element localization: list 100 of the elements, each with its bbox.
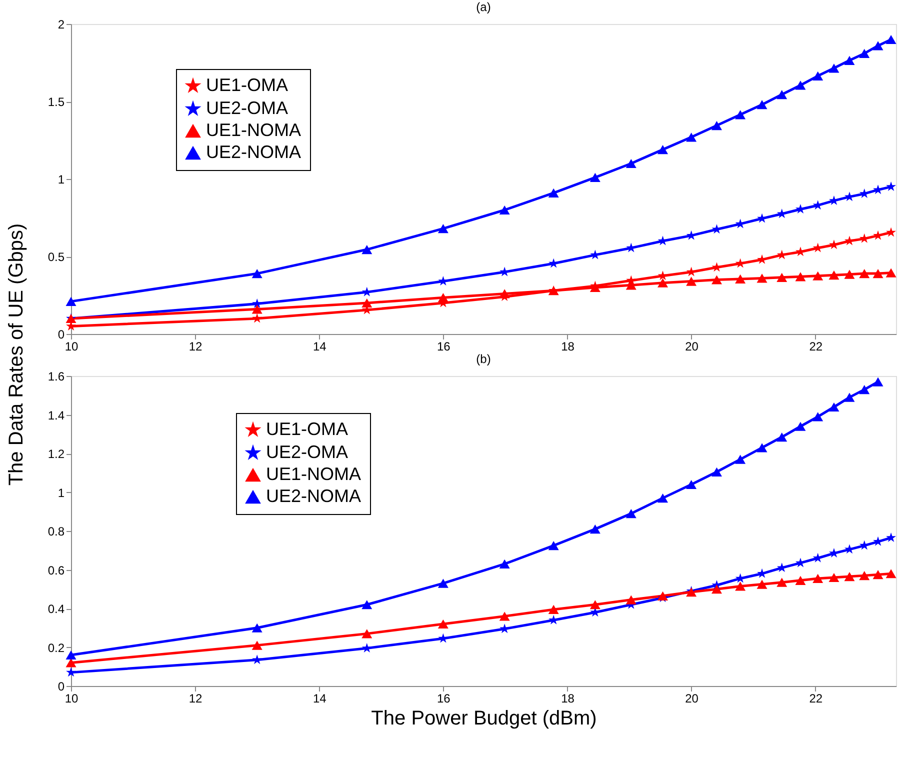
point [756,100,768,110]
point [844,56,855,65]
point [252,313,262,323]
point [812,412,824,422]
x-tick-label: 12 [188,692,203,706]
point [735,454,746,464]
legend-label: UE2-NOMA [206,142,302,162]
y-tick-label: 1 [58,486,65,500]
point [658,270,668,280]
point [686,266,696,276]
point [812,71,824,80]
point [626,158,636,168]
y-axis-title: The Data Rates of UE (Gbps) [6,223,28,486]
point [686,480,697,490]
point [252,304,262,314]
point [872,570,884,580]
point [776,432,788,442]
point [872,41,884,50]
y-tick-label: 1.2 [48,447,65,461]
point [859,385,870,394]
point [590,600,600,610]
point [66,296,76,306]
point [499,559,510,568]
legend-label: UE1-NOMA [266,464,362,484]
chart-title: (a) [476,0,491,14]
point [844,270,855,279]
point [795,422,806,431]
point [828,402,840,412]
point [711,584,722,594]
point [886,268,896,278]
x-tick-label: 22 [809,692,823,706]
point [776,90,788,100]
point [548,188,559,198]
point [66,658,76,668]
point [828,64,840,73]
x-tick-label: 10 [64,692,78,706]
point [658,494,668,503]
point [756,274,768,283]
legend-label: UE2-OMA [266,442,348,462]
point [776,272,788,282]
point [812,574,824,584]
point [844,392,855,402]
point [886,532,896,542]
point [886,182,896,191]
point [499,205,510,215]
point [500,266,510,276]
point [438,224,448,234]
point [362,642,372,652]
point [735,110,746,120]
legend-label: UE2-NOMA [266,486,362,506]
point [658,236,668,246]
point [757,254,767,264]
point [66,650,76,660]
x-tick-label: 20 [685,340,699,354]
point [626,509,636,518]
point [873,184,883,194]
x-tick-label: 18 [561,692,575,706]
y-tick-label: 1.5 [48,95,65,109]
point [590,172,600,182]
y-tick-label: 0.4 [48,602,65,616]
point [795,80,806,90]
x-tick-label: 20 [685,692,699,706]
point [886,227,896,237]
y-tick-label: 1.6 [48,370,65,384]
point [756,580,768,589]
point [711,120,722,130]
legend-label: UE1-OMA [266,419,348,439]
point [252,654,262,664]
point [548,540,559,550]
legend-label: UE2-OMA [206,98,288,118]
point [590,524,600,534]
y-tick-label: 0.5 [48,250,65,264]
point [872,377,884,386]
point [438,293,448,302]
x-tick-label: 14 [312,340,327,354]
y-tick-label: 1 [58,172,65,186]
y-tick-label: 0 [58,680,65,694]
y-tick-label: 2 [58,18,65,32]
point [711,275,722,284]
x-tick-label: 16 [437,340,451,354]
x-tick-label: 18 [561,340,575,354]
point [66,667,76,677]
point [859,571,870,580]
point [438,633,448,643]
point [859,269,870,278]
point [795,272,806,282]
point [362,629,372,638]
x-tick-label: 12 [188,340,203,354]
point [438,578,448,588]
point [886,34,896,44]
point [252,269,262,278]
point [658,145,668,154]
point [686,132,697,142]
point [886,569,896,578]
point [757,568,767,578]
point [873,230,883,240]
point [626,595,636,604]
point [873,536,883,546]
point [735,582,746,591]
point [548,604,559,614]
